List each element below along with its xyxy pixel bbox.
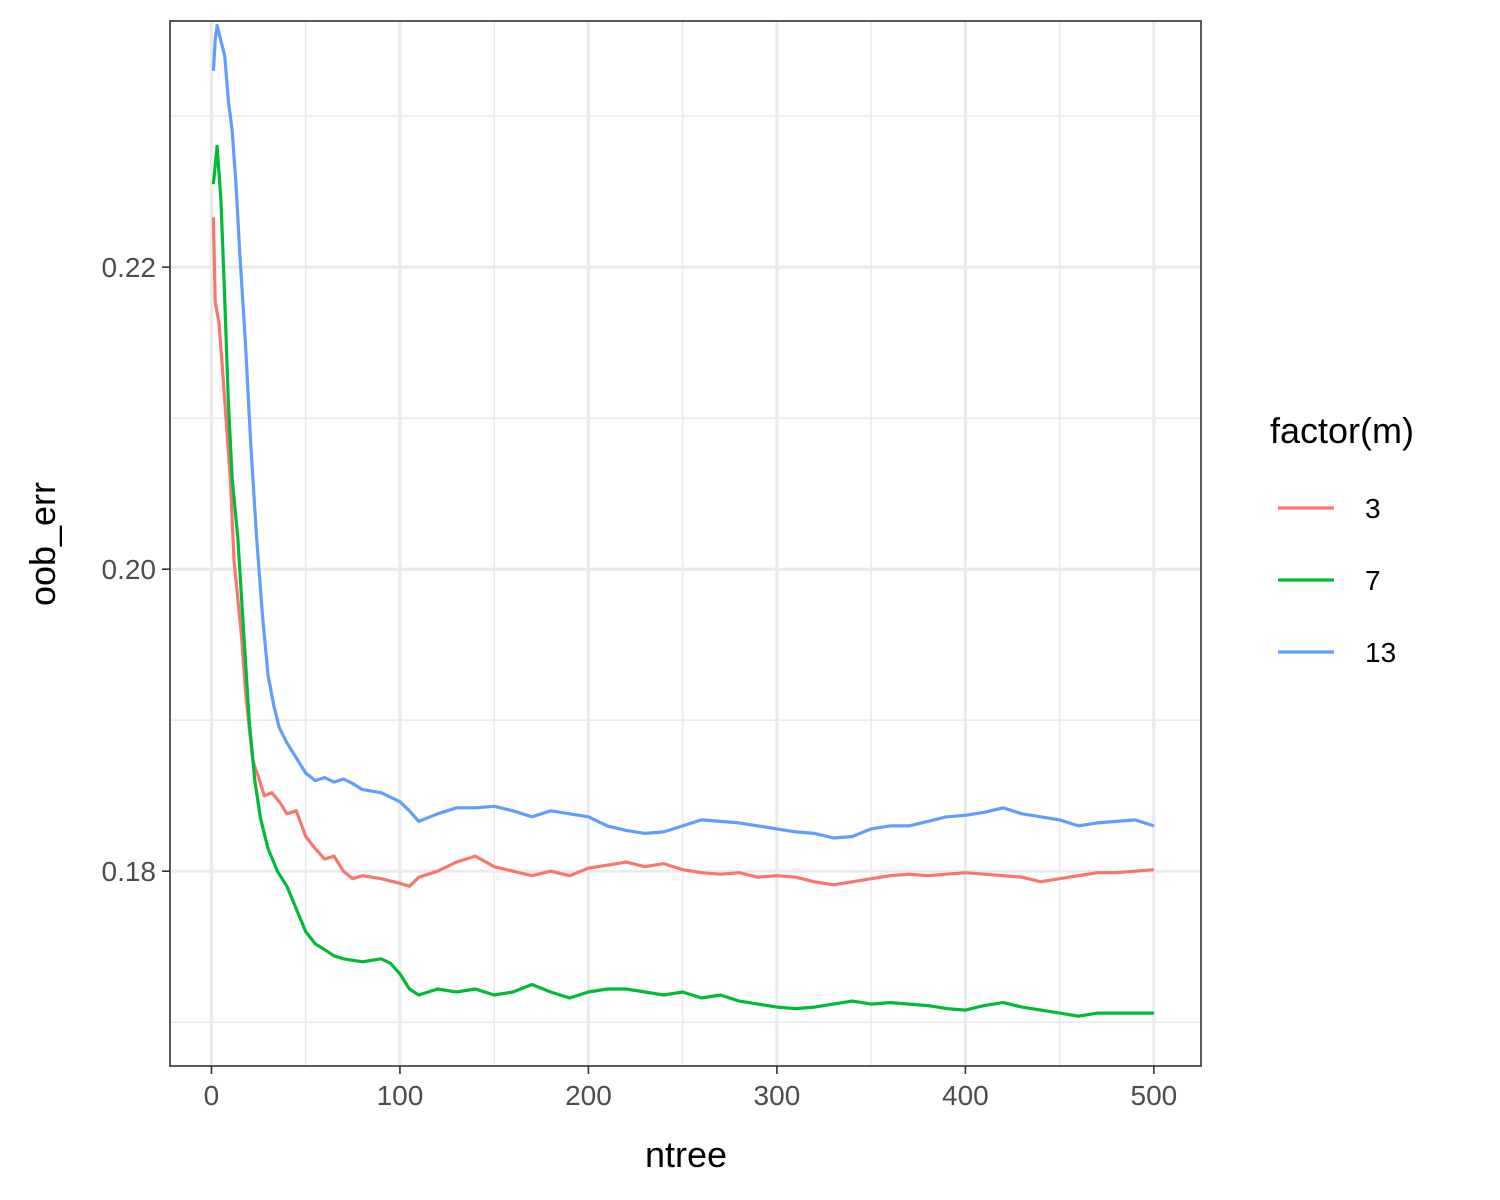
- x-tick-label: 0: [204, 1080, 220, 1111]
- y-axis-ticks: 0.18 0.20 0.22: [102, 252, 170, 887]
- legend-label-13: 13: [1365, 637, 1396, 668]
- y-tick-label: 0.18: [102, 856, 157, 887]
- y-axis-title: oob_err: [22, 482, 63, 606]
- plot-panel: [169, 20, 1202, 1067]
- legend-item-3: 3: [1278, 493, 1381, 524]
- x-tick-label: 500: [1131, 1080, 1178, 1111]
- panel-background: [170, 21, 1201, 1066]
- legend-label-7: 7: [1365, 565, 1381, 596]
- legend-items: 3 7 13: [1278, 493, 1396, 668]
- x-tick-label: 100: [377, 1080, 424, 1111]
- x-axis-ticks: 0 100 200 300 400 500: [204, 1066, 1178, 1111]
- x-tick-label: 400: [942, 1080, 989, 1111]
- minor-gridlines: [170, 21, 1201, 1066]
- legend-item-13: 13: [1278, 637, 1396, 668]
- axes: 0 100 200 300 400 500 0.18 0.20 0.22 ntree oob_…: [22, 252, 1177, 1175]
- y-tick-label: 0.22: [102, 252, 157, 283]
- legend-title: factor(m): [1270, 410, 1414, 451]
- x-tick-label: 300: [754, 1080, 801, 1111]
- y-tick-label: 0.20: [102, 554, 157, 585]
- x-tick-label: 200: [565, 1080, 612, 1111]
- x-axis-title: ntree: [645, 1134, 727, 1175]
- series-lines: [211, 23, 1155, 1018]
- legend-item-7: 7: [1278, 565, 1381, 596]
- series-line-13: [211, 23, 1155, 840]
- legend: factor(m) 3 7 13: [1270, 410, 1414, 668]
- legend-label-3: 3: [1365, 493, 1381, 524]
- series-line-7: [211, 144, 1154, 1018]
- panel-border: [169, 20, 1202, 1067]
